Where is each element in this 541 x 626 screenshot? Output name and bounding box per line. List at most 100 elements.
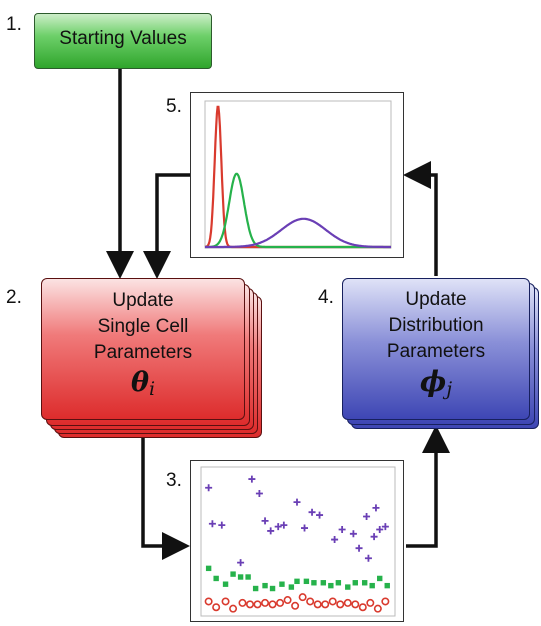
purple-distribution-curve [205,217,391,249]
red-scatter-point [343,598,352,607]
red-scatter-point [261,598,270,607]
purple-scatter-point [205,484,213,492]
purple-scatter-point [331,536,339,544]
red-scatter-point [268,600,277,609]
red-scatter-point [291,601,300,610]
green-scatter-point [311,580,317,586]
arrow-update-distribution-to-distribution-plot [403,161,438,276]
phi-subscript: j [446,378,453,400]
arrow-update-cell-to-scatter-plot [141,427,190,560]
green-scatter-point [345,584,351,590]
scatter-plot [200,466,396,617]
update-distribution-line-3: Parameters [386,341,486,362]
purple-scatter-point [267,527,275,535]
distribution-plot [204,100,392,249]
update-distribution-line-1: Update [405,289,467,310]
green-scatter-point [269,585,276,592]
step-5-number: 5. [166,96,182,117]
starting-values-box: Starting Values [34,13,212,69]
theta-letter: θ [130,367,149,398]
purple-scatter-point [370,533,378,541]
red-scatter-point [283,596,292,605]
red-scatter-point [313,600,322,609]
purple-scatter-point [316,511,324,519]
green-scatter-point [245,574,251,580]
purple-scatter-point [363,513,371,521]
purple-scatter-point [237,559,245,567]
green-scatter-point [377,575,383,582]
green-scatter-point [328,582,334,589]
red-scatter-point [212,603,221,612]
green-scatter-point [252,585,259,592]
red-scatter-point [276,598,285,607]
green-scatter-point [262,582,268,589]
red-scatter-point [238,598,247,607]
red-scatter-point [221,597,230,606]
theta-symbol: θi [42,367,244,400]
arrow-distribution-plot-to-update-cell [143,173,190,279]
purple-scatter-point [293,498,301,506]
green-scatter-point [369,582,375,589]
purple-scatter-point [218,521,226,529]
scatter-plot-frame [200,466,396,617]
update-single-cell-parameters-box: Update Single Cell Parameters θi [41,278,245,420]
purple-scatter-point [208,520,216,528]
purple-scatter-point [261,517,269,525]
green-scatter-point [361,580,368,586]
red-scatter-point [245,600,254,609]
purple-scatter-point [381,523,389,531]
update-cell-line-2: Single Cell [97,316,189,337]
purple-scatter-point [376,525,384,533]
update-distribution-parameters-box: Update Distribution Parameters ϕj [342,278,530,420]
red-scatter-point [298,593,307,602]
purple-scatter-point [274,523,282,531]
step-1-number: 1. [6,14,22,35]
distribution-plot-frame [204,100,392,249]
purple-scatter-point [338,525,346,533]
green-scatter-point [288,584,295,590]
red-scatter-point [204,597,213,606]
step-3-number: 3. [166,470,182,491]
phi-letter: ϕ [419,365,447,398]
red-scatter-point [328,597,337,606]
red-scatter-point [373,604,382,613]
red-scatter-point [336,600,345,609]
red-scatter-point [253,600,262,609]
green-scatter-point [352,580,358,586]
purple-scatter-point [308,508,316,516]
purple-scatter-point [355,544,363,552]
update-cell-line-3: Parameters [93,342,193,363]
green-scatter-point [237,574,244,580]
green-scatter-point [294,578,300,585]
green-scatter-point [230,571,236,577]
arrow-scatter-plot-to-update-distribution [406,425,450,548]
green-scatter-point [279,581,285,587]
update-cell-line-1: Update [112,290,174,311]
purple-scatter-point [248,475,256,483]
red-scatter-point [306,597,315,606]
purple-scatter-point [364,554,372,562]
purple-scatter-point [255,489,263,497]
update-distribution-line-2: Distribution [388,315,484,336]
purple-scatter-point [349,530,357,538]
green-distribution-curve [205,172,391,249]
green-scatter-point [213,575,219,582]
green-scatter-point [335,580,342,586]
green-scatter-point [205,565,212,572]
step-4-number: 4. [318,287,334,308]
scatter-plot-panel [190,460,404,622]
phi-symbol: ϕj [343,365,529,400]
distribution-plot-panel [190,92,404,258]
red-scatter-point [381,597,390,606]
red-scatter-point [358,603,367,612]
theta-subscript: i [148,378,156,400]
red-scatter-point [321,600,330,609]
red-scatter-point [366,598,375,607]
starting-values-label: Starting Values [59,28,187,49]
red-scatter-point [351,600,360,609]
purple-scatter-point [372,504,380,512]
red-distribution-curve [204,105,391,249]
green-scatter-point [222,581,229,587]
green-scatter-point [303,578,310,585]
